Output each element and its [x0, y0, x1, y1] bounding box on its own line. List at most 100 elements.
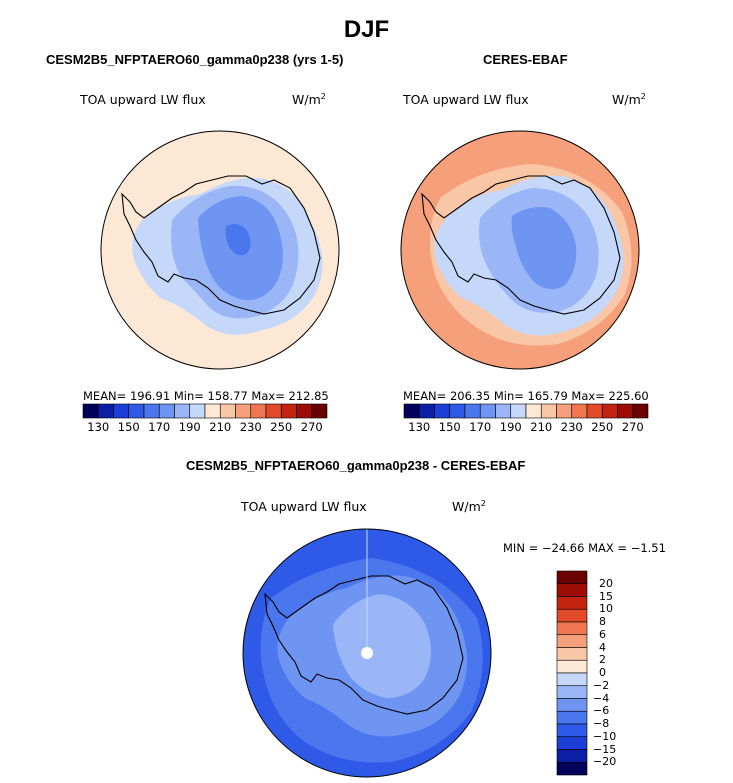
- colorbar-tick-label: 250: [591, 420, 614, 434]
- colorbar-tick-label: 0: [599, 666, 606, 679]
- obs-variable-label: TOA upward LW flux: [403, 92, 529, 107]
- colorbar-swatch: [556, 710, 588, 725]
- colorbar-swatch: [311, 403, 328, 419]
- colorbar-swatch: [632, 403, 649, 419]
- obs-polar-map: [400, 130, 640, 370]
- diff-coastline: [264, 575, 464, 715]
- colorbar-swatch: [556, 583, 588, 597]
- colorbar-tick-label: 15: [599, 589, 613, 603]
- colorbar-tick-label: 270: [621, 420, 644, 434]
- colorbar-swatch: [556, 634, 588, 648]
- diff-units-label: W/m2: [452, 499, 486, 515]
- colorbar-swatch: [250, 403, 267, 419]
- colorbar-swatch: [97, 403, 114, 419]
- colorbar-swatch: [556, 761, 588, 776]
- colorbar-tick-label: 4: [599, 640, 606, 654]
- model-variable-label: TOA upward LW flux: [80, 92, 206, 107]
- colorbar-swatch: [128, 403, 145, 419]
- colorbar-tick-label: −6: [593, 704, 610, 718]
- colorbar-swatch: [556, 403, 573, 419]
- model-dome: [225, 224, 251, 256]
- model-polar-map: [100, 130, 340, 370]
- colorbar-tick-label: 250: [270, 420, 293, 434]
- obs-coastline: [421, 175, 621, 315]
- obs-units-label: W/m2: [612, 92, 646, 108]
- colorbar-swatch: [556, 736, 588, 750]
- obs-interior-core: [511, 207, 577, 290]
- colorbar-tick-label: 210: [530, 420, 553, 434]
- colorbar-swatch: [525, 403, 542, 419]
- colorbar-swatch: [158, 403, 175, 419]
- colorbar-swatch: [556, 749, 588, 763]
- colorbar-tick-label: −8: [593, 717, 610, 730]
- diff-colorbar: [556, 570, 588, 776]
- diff-colorbar-ticks: 20 15 10 8 6 4 2 0 −2 −4 −6 −8 −10 −15 −20: [593, 571, 643, 775]
- colorbar-swatch: [556, 659, 588, 674]
- diff-panel-title: CESM2B5_NFPTAERO60_gamma0p238 - CERES-EB…: [186, 458, 526, 473]
- colorbar-tick-label: 8: [599, 615, 606, 628]
- obs-panel-title: CERES-EBAF: [483, 52, 568, 67]
- colorbar-swatch: [617, 403, 634, 419]
- colorbar-tick-label: 150: [117, 420, 140, 434]
- colorbar-swatch: [601, 403, 618, 419]
- colorbar-swatch: [174, 403, 191, 419]
- colorbar-swatch: [556, 621, 588, 636]
- model-colorbar-ticks: 130 150 170 190 210 230 250 270: [83, 420, 327, 436]
- colorbar-swatch: [296, 403, 313, 419]
- colorbar-tick-label: 210: [209, 420, 232, 434]
- colorbar-swatch: [449, 403, 466, 419]
- obs-colorbar-ticks: 130 150 170 190 210 230 250 270: [404, 420, 648, 436]
- colorbar-swatch: [556, 723, 588, 738]
- colorbar-swatch: [143, 403, 160, 419]
- colorbar-swatch: [434, 403, 451, 419]
- colorbar-swatch: [235, 403, 252, 419]
- colorbar-swatch: [280, 403, 297, 419]
- model-units-label: W/m2: [292, 92, 326, 108]
- colorbar-swatch: [510, 403, 527, 419]
- model-panel-title: CESM2B5_NFPTAERO60_gamma0p238 (yrs 1-5): [46, 52, 344, 67]
- colorbar-swatch: [556, 698, 588, 712]
- diff-interior-light: [333, 594, 431, 698]
- colorbar-swatch: [495, 403, 512, 419]
- colorbar-swatch: [82, 403, 99, 419]
- model-stats-line: MEAN= 196.91 Min= 158.77 Max= 212.85: [83, 389, 329, 403]
- colorbar-swatch: [189, 403, 206, 419]
- colorbar-tick-label: 130: [408, 420, 431, 434]
- colorbar-tick-label: 170: [469, 420, 492, 434]
- colorbar-swatch: [479, 403, 496, 419]
- colorbar-tick-label: −2: [593, 678, 610, 692]
- colorbar-swatch: [113, 403, 130, 419]
- colorbar-tick-label: 190: [178, 420, 201, 434]
- diff-pole-hole: [361, 647, 373, 659]
- colorbar-tick-label: −10: [593, 729, 617, 743]
- colorbar-tick-label: −20: [593, 755, 617, 769]
- model-colorbar: [82, 403, 328, 419]
- colorbar-tick-label: 230: [560, 420, 583, 434]
- colorbar-tick-label: 270: [300, 420, 323, 434]
- diff-polar-map: [242, 528, 492, 778]
- obs-colorbar: [403, 403, 649, 419]
- diff-stats-line: MIN = −24.66 MAX = −1.51: [503, 541, 666, 555]
- colorbar-tick-label: 130: [87, 420, 110, 434]
- colorbar-swatch: [556, 596, 588, 610]
- colorbar-swatch: [265, 403, 282, 419]
- colorbar-swatch: [586, 403, 603, 419]
- colorbar-swatch: [540, 403, 557, 419]
- colorbar-tick-label: 20: [599, 576, 613, 590]
- colorbar-swatch: [204, 403, 221, 419]
- colorbar-tick-label: 150: [438, 420, 461, 434]
- colorbar-tick-label: 190: [499, 420, 522, 434]
- colorbar-swatch: [464, 403, 481, 419]
- colorbar-tick-label: 2: [599, 653, 606, 667]
- colorbar-swatch: [418, 403, 435, 419]
- colorbar-tick-label: 170: [148, 420, 171, 434]
- colorbar-tick-label: 6: [599, 627, 606, 641]
- colorbar-swatch: [219, 403, 236, 419]
- figure-title: DJF: [343, 16, 390, 43]
- obs-stats-line: MEAN= 206.35 Min= 165.79 Max= 225.60: [403, 389, 649, 403]
- colorbar-swatch: [556, 672, 588, 687]
- colorbar-tick-label: −4: [593, 691, 610, 705]
- colorbar-tick-label: 230: [239, 420, 262, 434]
- colorbar-swatch: [556, 685, 588, 699]
- colorbar-swatch: [571, 403, 588, 419]
